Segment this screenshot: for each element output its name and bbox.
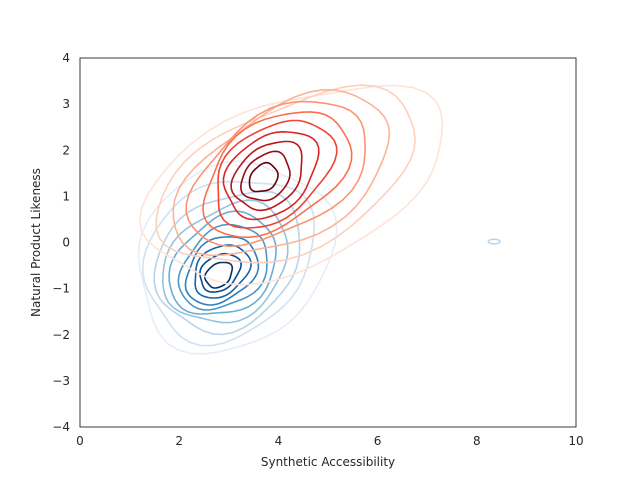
x-tick-label: 6 xyxy=(374,434,382,448)
blue-contour-level-7 xyxy=(184,236,260,306)
red-contour-level-1 xyxy=(138,84,444,286)
plot-area-frame xyxy=(79,57,577,428)
x-axis-label: Synthetic Accessibility xyxy=(261,455,395,469)
y-axis-label: Natural Product Likeness xyxy=(29,168,43,317)
x-tick-labels: 0 2 4 6 8 10 xyxy=(76,434,583,448)
y-tick-label: −3 xyxy=(52,374,70,388)
red-contour-level-6 xyxy=(217,119,338,229)
x-tick-label: 10 xyxy=(568,434,583,448)
y-tick-label: −2 xyxy=(52,328,70,342)
red-contour-level-2 xyxy=(155,84,416,264)
blue-contour-level-6 xyxy=(177,223,268,311)
blue-contour-group xyxy=(137,160,501,355)
y-tick-label: −4 xyxy=(52,420,70,434)
red-contour-level-9 xyxy=(240,150,291,202)
blue-contour-level-10 xyxy=(204,261,234,289)
y-tick-labels: 4 3 2 1 0 −1 −2 −3 −4 xyxy=(52,51,70,434)
y-tick-label: 3 xyxy=(62,97,70,111)
blue-contour-level-8 xyxy=(194,244,252,299)
red-contour-level-5 xyxy=(202,111,353,239)
red-contour-level-8 xyxy=(230,140,303,212)
red-contour-level-10 xyxy=(248,161,279,193)
y-tick-label: 1 xyxy=(62,189,70,203)
y-tick-label: 0 xyxy=(62,236,70,250)
blue-contour-satellite xyxy=(487,238,501,245)
x-tick-label: 0 xyxy=(76,434,84,448)
blue-contour-level-1 xyxy=(137,160,338,355)
x-tick-label: 2 xyxy=(175,434,183,448)
red-contour-level-7 xyxy=(222,131,320,221)
x-tick-label: 4 xyxy=(275,434,283,448)
blue-contour-level-4 xyxy=(162,199,289,324)
y-tick-label: 2 xyxy=(62,143,70,157)
y-tick-label: −1 xyxy=(52,282,70,296)
y-tick-label: 4 xyxy=(62,51,70,65)
red-contour-level-4 xyxy=(185,100,366,248)
x-tick-label: 8 xyxy=(473,434,481,448)
red-contour-level-3 xyxy=(172,89,391,257)
blue-contour-level-3 xyxy=(153,190,301,336)
red-contour-group xyxy=(138,84,444,286)
